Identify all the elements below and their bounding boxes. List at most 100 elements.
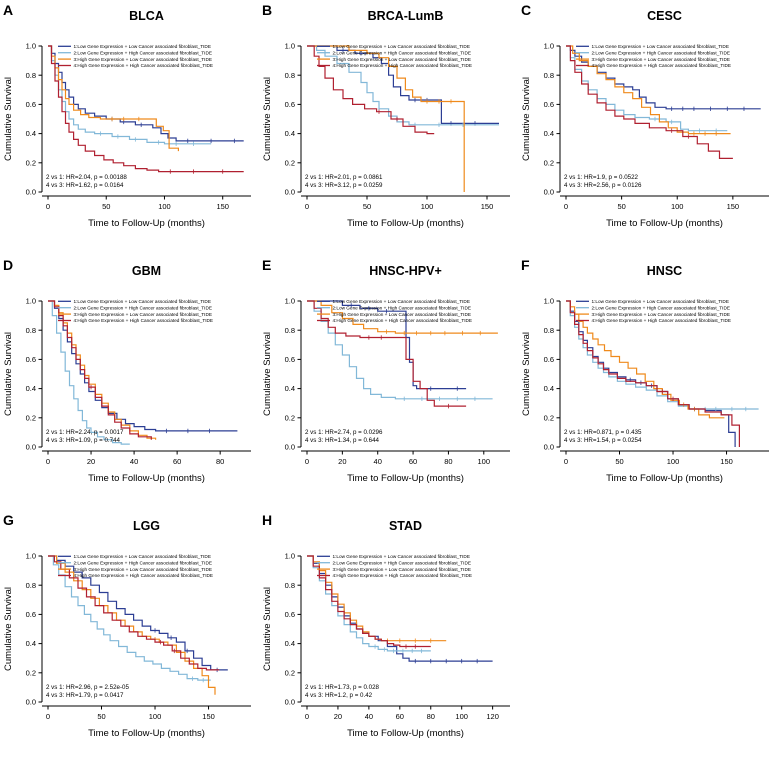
legend-label-4: 4:High Gene Expression + High Cancer ass…: [74, 318, 214, 323]
survival-curve-group-2: [307, 300, 493, 402]
legend: 1:Low Gene Expression + Low Cancer assoc…: [58, 44, 213, 68]
y-axis-title: Cumulative Survival: [3, 587, 14, 671]
y-tick-label: 0.2: [544, 158, 554, 167]
panel-lgg: G LGG 0.0 0.2 0.4 0.6 0.8 1.0 0 50 100 150 Cumulativ…: [0, 510, 259, 765]
x-tick-label: 20: [334, 712, 342, 721]
legend-label-2: 2:Low Gene Expression + High Cancer asso…: [74, 50, 212, 55]
y-tick-label: 0.0: [26, 698, 36, 707]
legend-label-3: 3:High Gene Expression + Low Cancer asso…: [74, 567, 212, 572]
legend-label-4: 4:High Gene Expression + High Cancer ass…: [333, 63, 473, 68]
x-tick-label: 0: [305, 202, 309, 211]
x-axis-title: Time to Follow-Up (months): [88, 218, 205, 229]
legend-label-2: 2:Low Gene Expression + High Cancer asso…: [333, 50, 471, 55]
survival-curve-group-4: [307, 555, 431, 649]
legend-label-3: 3:High Gene Expression + Low Cancer asso…: [333, 567, 471, 572]
stats-annotation: 2 vs 1: HR=2.96, p = 2.52e-054 vs 3: HR=…: [46, 684, 129, 699]
stats-line-1: 2 vs 1: HR=2.96, p = 2.52e-05: [46, 684, 129, 691]
legend-label-1: 1:Low Gene Expression + Low Cancer assoc…: [74, 299, 211, 304]
y-tick-label: 0.6: [544, 100, 554, 109]
survival-curve-group-1: [566, 45, 761, 111]
km-plot-brca-lumb: B BRCA-LumB 0.0 0.2 0.4 0.6 0.8 1.0 0 50 100 150 Cum…: [262, 2, 510, 229]
y-tick-label: 0.8: [26, 326, 36, 335]
x-tick-label: 150: [481, 202, 494, 211]
y-tick-label: 0.0: [285, 188, 295, 197]
survival-curve-4: [307, 45, 435, 135]
panel-letter: B: [262, 2, 272, 18]
legend-label-2: 2:Low Gene Expression + High Cancer asso…: [74, 305, 212, 310]
y-tick-label: 0.4: [544, 384, 554, 393]
x-tick-label: 0: [305, 457, 309, 466]
x-tick-label: 150: [720, 457, 733, 466]
y-tick-label: 0.4: [285, 384, 295, 393]
y-axis-title: Cumulative Survival: [262, 587, 273, 671]
y-axis-title: Cumulative Survival: [3, 77, 14, 161]
y-axis-title: Cumulative Survival: [3, 332, 14, 416]
stats-line-2: 4 vs 3: HR=1.62, p = 0.0164: [46, 182, 124, 189]
legend: 1:Low Gene Expression + Low Cancer assoc…: [317, 44, 472, 68]
y-tick-label: 1.0: [26, 297, 36, 306]
survival-curve-group-4: [566, 45, 733, 159]
axes: [297, 300, 510, 455]
panel-letter: A: [3, 2, 13, 18]
km-plot-stad: H STAD 0.0 0.2 0.4 0.6 0.8 1.0 0 20 40 60 80 100 120 Cu…: [262, 512, 510, 739]
legend-label-1: 1:Low Gene Expression + Low Cancer assoc…: [592, 44, 729, 49]
x-tick-label: 0: [46, 202, 50, 211]
km-plot-cesc: C CESC 0.0 0.2 0.4 0.6 0.8 1.0 0 50 100 150 Cumulati…: [521, 2, 769, 229]
panel-title: LGG: [133, 519, 160, 533]
legend-label-4: 4:High Gene Expression + High Cancer ass…: [592, 63, 732, 68]
y-tick-label: 0.0: [285, 443, 295, 452]
stats-line-1: 2 vs 1: HR=2.74, p = 0.0296: [305, 429, 383, 436]
x-tick-label: 40: [130, 457, 138, 466]
panel-letter: C: [521, 2, 531, 18]
x-tick-label: 80: [427, 712, 435, 721]
x-tick-label: 0: [46, 712, 50, 721]
y-tick-label: 0.8: [26, 581, 36, 590]
x-axis-title: Time to Follow-Up (months): [88, 728, 205, 739]
y-tick-label: 0.4: [26, 639, 36, 648]
legend-label-4: 4:High Gene Expression + High Cancer ass…: [333, 573, 473, 578]
x-tick-label: 50: [102, 202, 110, 211]
legend-label-3: 3:High Gene Expression + Low Cancer asso…: [333, 57, 471, 62]
survival-curve-3: [48, 45, 179, 152]
x-axis-title: Time to Follow-Up (months): [347, 473, 464, 484]
y-tick-label: 0.6: [285, 355, 295, 364]
y-axis-title: Cumulative Survival: [262, 332, 273, 416]
legend-label-4: 4:High Gene Expression + High Cancer ass…: [333, 318, 473, 323]
x-tick-label: 40: [374, 457, 382, 466]
survival-curve-group-3: [48, 45, 179, 152]
legend: 1:Low Gene Expression + Low Cancer assoc…: [576, 299, 731, 323]
survival-curve-group-4: [566, 300, 740, 447]
legend-label-3: 3:High Gene Expression + Low Cancer asso…: [74, 312, 212, 317]
x-tick-label: 100: [421, 202, 434, 211]
legend-label-1: 1:Low Gene Expression + Low Cancer assoc…: [592, 299, 729, 304]
survival-curve-4: [307, 300, 467, 407]
y-tick-label: 0.4: [26, 129, 36, 138]
panel-title: BRCA-LumB: [368, 9, 444, 23]
x-axis-title: Time to Follow-Up (months): [88, 473, 205, 484]
x-tick-label: 50: [97, 712, 105, 721]
legend-label-1: 1:Low Gene Expression + Low Cancer assoc…: [74, 44, 211, 49]
survival-curve-2: [48, 300, 130, 445]
survival-curve-3: [307, 45, 465, 192]
survival-curve-4: [566, 300, 740, 447]
stats-line-2: 4 vs 3: HR=3.12, p = 0.0259: [305, 182, 383, 189]
y-tick-label: 1.0: [285, 42, 295, 51]
y-tick-label: 0.4: [285, 129, 295, 138]
axes: [556, 300, 769, 455]
x-axis-title: Time to Follow-Up (months): [606, 218, 723, 229]
survival-curve-2: [307, 300, 493, 400]
panel-blca: A BLCA 0.0 0.2 0.4 0.6 0.8 1.0 0 50 100 150 Cumulati…: [0, 0, 259, 255]
km-plot-blca: A BLCA 0.0 0.2 0.4 0.6 0.8 1.0 0 50 100 150 Cumulati…: [3, 2, 251, 229]
stats-line-2: 4 vs 3: HR=2.56, p = 0.0126: [564, 182, 642, 189]
legend-label-2: 2:Low Gene Expression + High Cancer asso…: [333, 305, 471, 310]
survival-curve-group-1: [307, 555, 493, 664]
stats-line-1: 2 vs 1: HR=0.871, p = 0.435: [564, 429, 642, 436]
axes: [38, 300, 251, 455]
x-tick-label: 100: [671, 202, 684, 211]
km-plot-hnsc-hpv+: E HNSC-HPV+ 0.0 0.2 0.4 0.6 0.8 1.0 0 20 40 60 80 100…: [262, 257, 510, 484]
x-tick-label: 150: [216, 202, 229, 211]
